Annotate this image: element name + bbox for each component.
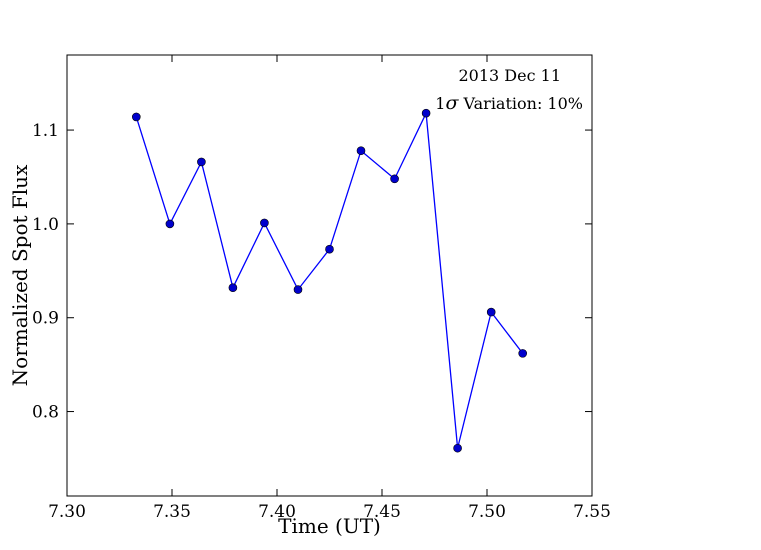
y-tick-label: 1.1: [32, 121, 59, 141]
date-annotation: 2013 Dec 11: [458, 66, 561, 85]
data-point: [165, 219, 175, 229]
data-point: [293, 285, 303, 294]
y-tick-label: 0.9: [32, 309, 59, 329]
x-tick-label: 7.50: [468, 502, 506, 522]
variation-prefix: 1: [435, 94, 445, 113]
sigma-symbol: σ: [445, 92, 459, 114]
x-tick-label: 7.40: [258, 502, 296, 522]
x-tick-label: 7.55: [573, 502, 611, 522]
ticks-layer: 7.30 7.35 7.40 7.45 7.50 7.55 0.8 0.9 1.0 1.1: [32, 55, 611, 522]
y-axis-title: Normalized Spot Flux: [8, 164, 32, 386]
data-point: [486, 307, 496, 317]
data-point: [325, 244, 334, 254]
y-tick-label: 1.0: [32, 215, 59, 235]
plot-layer: [132, 108, 528, 453]
data-point: [421, 108, 431, 118]
variation-annotation: 1σ Variation: 10%: [435, 92, 583, 114]
x-axis-title: Time (UT): [278, 514, 381, 538]
plot-frame: [66, 54, 593, 497]
data-point: [260, 218, 269, 228]
data-point: [356, 146, 366, 156]
data-point: [518, 349, 528, 358]
series-line: [135, 110, 524, 449]
data-point: [390, 174, 399, 184]
data-point: [132, 112, 141, 122]
data-point: [228, 283, 238, 292]
x-tick-label: 7.45: [363, 502, 401, 522]
y-tick-label: 0.8: [32, 403, 59, 423]
x-tick-label: 7.30: [48, 502, 86, 522]
data-point: [453, 443, 462, 453]
x-tick-label: 7.35: [153, 502, 191, 522]
data-point: [197, 157, 206, 167]
variation-rest: Variation: 10%: [458, 94, 583, 113]
